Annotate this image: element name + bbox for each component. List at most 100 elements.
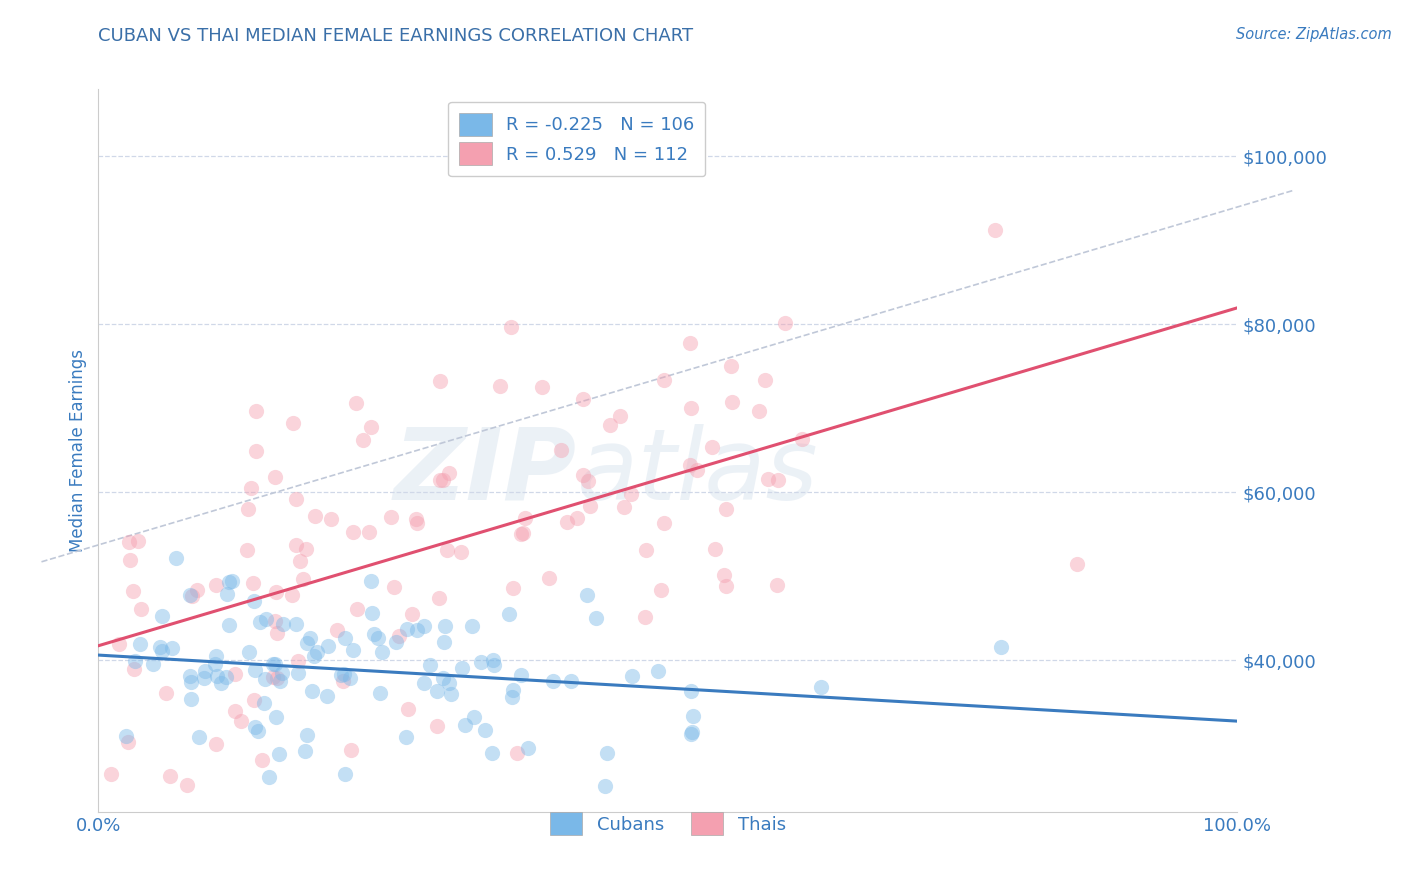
Text: CUBAN VS THAI MEDIAN FEMALE EARNINGS CORRELATION CHART: CUBAN VS THAI MEDIAN FEMALE EARNINGS COR… — [98, 27, 693, 45]
Point — [406, 623, 429, 637]
Point — [716, 578, 738, 592]
Point — [679, 727, 702, 741]
Point — [550, 443, 572, 458]
Point — [187, 730, 209, 744]
Point — [512, 526, 534, 541]
Point — [429, 473, 451, 487]
Point — [266, 671, 288, 685]
Point — [284, 538, 307, 552]
Point — [765, 577, 787, 591]
Point — [436, 543, 458, 558]
Point — [576, 474, 599, 488]
Point — [360, 574, 382, 589]
Point — [304, 509, 326, 524]
Point — [266, 626, 288, 640]
Point — [702, 440, 724, 454]
Point — [127, 533, 149, 548]
Point — [215, 587, 238, 601]
Point — [450, 545, 472, 559]
Point — [330, 668, 353, 682]
Point — [463, 710, 485, 724]
Point — [240, 482, 263, 496]
Point — [634, 610, 657, 624]
Point — [284, 492, 307, 507]
Point — [218, 617, 240, 632]
Point — [117, 735, 139, 749]
Point — [243, 720, 266, 734]
Point — [262, 669, 284, 683]
Point — [242, 576, 264, 591]
Point — [585, 611, 607, 625]
Point — [1066, 557, 1088, 571]
Point — [245, 404, 267, 418]
Point — [254, 672, 277, 686]
Point — [531, 380, 554, 394]
Point — [555, 516, 578, 530]
Point — [302, 649, 325, 664]
Point — [634, 543, 657, 558]
Point — [299, 631, 322, 645]
Point — [363, 626, 385, 640]
Point — [131, 601, 153, 615]
Point — [249, 615, 271, 630]
Point — [679, 684, 702, 698]
Point — [209, 676, 232, 690]
Point — [432, 671, 454, 685]
Point — [704, 542, 727, 557]
Point — [367, 632, 389, 646]
Point — [342, 524, 364, 539]
Point — [405, 512, 427, 526]
Point — [264, 710, 287, 724]
Point — [339, 671, 361, 685]
Point — [287, 666, 309, 681]
Point — [440, 687, 463, 701]
Point — [271, 616, 294, 631]
Point — [142, 657, 165, 672]
Point — [721, 395, 744, 409]
Point — [560, 673, 582, 688]
Point — [754, 373, 776, 387]
Point — [451, 661, 474, 675]
Point — [194, 665, 217, 679]
Point — [301, 684, 323, 698]
Point — [394, 730, 416, 744]
Point — [342, 643, 364, 657]
Point — [224, 704, 246, 718]
Point — [179, 588, 201, 602]
Point — [437, 467, 460, 481]
Point — [609, 409, 631, 423]
Point — [647, 664, 669, 678]
Point — [384, 580, 406, 594]
Point — [384, 634, 406, 648]
Point — [264, 657, 287, 671]
Point — [599, 418, 621, 433]
Point — [405, 516, 427, 530]
Point — [316, 689, 339, 703]
Point — [652, 516, 675, 530]
Point — [214, 670, 236, 684]
Point — [984, 223, 1007, 237]
Point — [159, 769, 181, 783]
Point — [333, 667, 356, 681]
Point — [679, 335, 702, 350]
Point — [437, 676, 460, 690]
Point — [619, 487, 641, 501]
Text: atlas: atlas — [576, 424, 818, 521]
Point — [319, 512, 342, 526]
Point — [432, 474, 454, 488]
Point — [682, 709, 704, 723]
Point — [681, 401, 703, 415]
Point — [193, 671, 215, 685]
Y-axis label: Median Female Earnings: Median Female Earnings — [69, 349, 87, 552]
Point — [593, 779, 616, 793]
Point — [243, 663, 266, 677]
Point — [264, 470, 287, 484]
Point — [361, 607, 384, 621]
Point — [571, 468, 593, 483]
Point — [650, 583, 672, 598]
Point — [613, 500, 636, 515]
Point — [122, 662, 145, 676]
Point — [121, 583, 143, 598]
Point — [295, 728, 318, 742]
Point — [481, 746, 503, 760]
